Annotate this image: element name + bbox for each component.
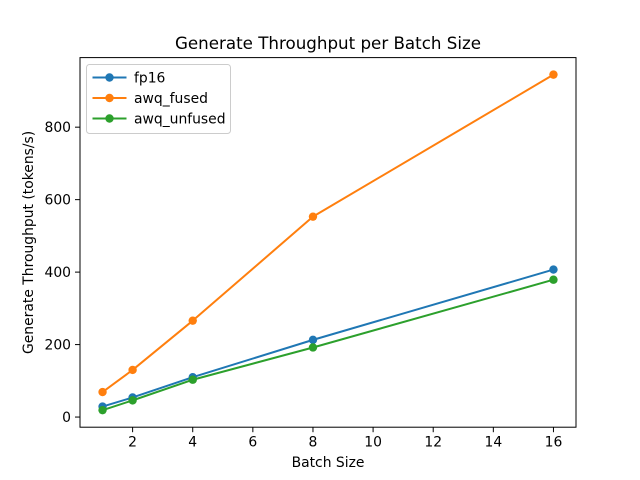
legend-sample-marker-awq_fused: [105, 93, 114, 103]
legend-sample-marker-awq_unfused: [105, 114, 114, 123]
x-axis-tick-label: 16: [545, 435, 563, 451]
x-axis-tick-label: 14: [484, 435, 502, 451]
data-point-fp16-batch-8: [308, 335, 318, 345]
legend-sample-marker-fp16: [105, 73, 114, 82]
y-axis-tick-label: 600: [44, 193, 71, 209]
x-axis-label: Batch Size: [292, 455, 365, 471]
legend-box: [86, 64, 231, 134]
x-axis-tick-label: 2: [128, 435, 137, 451]
y-axis-tick-label: 800: [44, 120, 71, 136]
x-axis-tick-label: 10: [364, 435, 382, 451]
legend-label-awq_unfused: awq_unfused: [134, 112, 226, 128]
data-point-fp16-batch-16: [549, 265, 558, 274]
x-axis-tick-label: 4: [188, 435, 197, 451]
data-point-awq_fused-batch-16: [549, 70, 558, 79]
data-point-awq_unfused-batch-8: [308, 343, 318, 352]
plot-area: [79, 57, 577, 428]
x-axis-tick-label: 8: [309, 435, 318, 451]
data-point-awq_unfused-batch-1: [98, 405, 107, 415]
data-point-awq_unfused-batch-16: [549, 275, 558, 284]
chart-title: Generate Throughput per Batch Size: [175, 33, 481, 53]
data-point-awq_unfused-batch-4: [188, 375, 197, 384]
legend-label-awq_fused: awq_fused: [134, 91, 208, 107]
data-point-awq_fused-batch-8: [308, 212, 318, 221]
data-point-awq_fused-batch-2: [128, 365, 137, 375]
data-point-awq_fused-batch-4: [188, 316, 197, 325]
y-axis-label: Generate Throughput (tokens/s): [21, 131, 37, 354]
data-point-awq_fused-batch-1: [98, 387, 107, 397]
legend-label-fp16: fp16: [134, 71, 165, 87]
y-axis-tick-label: 0: [62, 410, 71, 426]
x-axis-tick-label: 6: [248, 435, 257, 451]
x-axis-tick-label: 12: [424, 435, 442, 451]
data-point-awq_unfused-batch-2: [128, 396, 137, 405]
y-axis-tick-label: 400: [44, 265, 71, 281]
y-axis-tick-label: 200: [44, 337, 71, 353]
